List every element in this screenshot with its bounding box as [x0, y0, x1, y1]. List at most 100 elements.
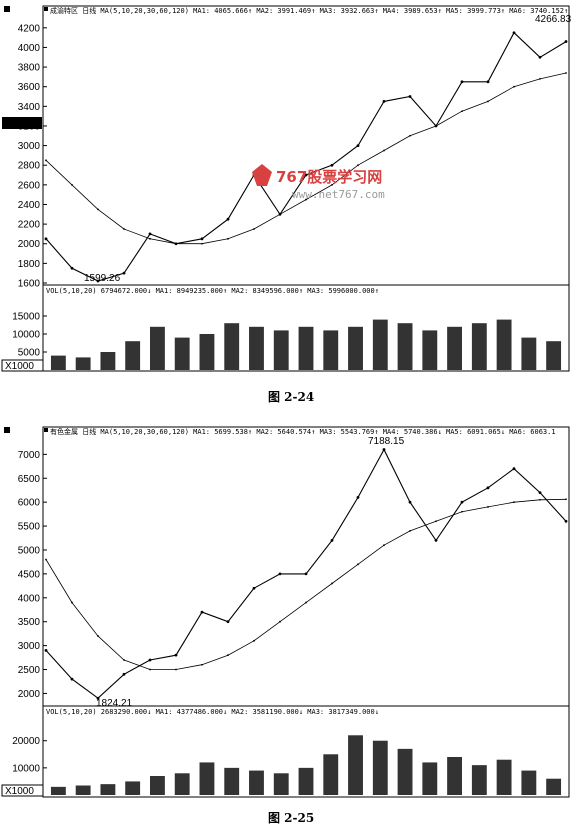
y-tick-label: 2500	[18, 665, 41, 676]
series-point-ma6	[383, 149, 385, 152]
price-gridlines	[43, 453, 47, 694]
volume-bar	[496, 319, 512, 370]
series-point-ma6	[409, 529, 411, 532]
series-point-ma6	[565, 72, 567, 74]
series-point-ma6	[461, 110, 463, 113]
volume-bar	[224, 767, 240, 795]
series-point-ma6	[45, 558, 47, 561]
low-annotation: 1824.21	[96, 698, 133, 709]
price-series	[44, 448, 568, 700]
volume-bar	[348, 735, 363, 795]
volume-bar	[249, 770, 264, 795]
title-marker-icon	[44, 428, 48, 432]
series-point-ma1	[70, 266, 74, 270]
low-annotation: 1599.26	[84, 273, 121, 284]
volume-bar	[372, 740, 388, 795]
series-point-ma6	[253, 639, 255, 642]
y-tick-label: 3400	[18, 102, 41, 113]
volume-bar	[546, 778, 562, 795]
volume-bar	[125, 781, 141, 795]
volume-bar	[125, 341, 141, 370]
series-line-ma6	[45, 498, 567, 670]
volume-bar	[249, 326, 264, 370]
series-point-ma6	[253, 228, 255, 230]
series-point-ma1	[538, 55, 542, 59]
volume-bar	[471, 323, 487, 370]
series-point-ma6	[305, 601, 307, 604]
series-point-ma1	[200, 237, 204, 241]
series-point-ma6	[201, 663, 203, 666]
y-tick-label: 2000	[18, 239, 41, 250]
series-point-ma1	[460, 80, 464, 84]
volume-header-text: VOL(5,10,20) 6794672.000↓ MA1: 8949235.0…	[46, 287, 379, 295]
series-point-ma1	[512, 467, 516, 471]
volume-tick-label: 10000	[12, 763, 40, 774]
y-tick-label: 2600	[18, 180, 41, 191]
volume-bar	[273, 773, 289, 795]
series-point-ma1	[356, 495, 360, 499]
series-point-ma6	[539, 77, 541, 80]
series-point-ma1	[434, 539, 438, 542]
unit-box	[1, 784, 44, 797]
series-point-ma6	[175, 668, 177, 671]
y-tick-label: 5500	[18, 522, 41, 533]
series-point-ma6	[71, 183, 73, 186]
y-tick-label: 2800	[18, 161, 41, 172]
volume-tick-label: 15000	[12, 312, 40, 323]
volume-bar	[298, 767, 314, 795]
series-line-ma1	[45, 31, 567, 282]
y-tick-label: 6500	[18, 474, 41, 485]
volume-bar	[546, 341, 562, 370]
chart-2-24: 成渝特区 日线 MA(5,10,20,30,60,120) MA1: 4065.…	[1, 5, 572, 404]
series-point-ma1	[382, 100, 386, 103]
series-point-ma1	[278, 572, 282, 576]
series-point-ma1	[226, 217, 230, 221]
y-tick-label: 1800	[18, 259, 41, 270]
volume-bar	[323, 754, 339, 795]
series-point-ma1	[460, 500, 464, 504]
watermark: 767股票学习网 www.net767.com	[252, 164, 385, 201]
y-tick-label: 4500	[18, 569, 41, 580]
series-point-ma6	[331, 183, 333, 186]
series-point-ma6	[383, 544, 385, 547]
volume-header-text: VOL(5,10,20) 2683290.000↓ MA1: 4377486.0…	[46, 708, 379, 716]
price-y-tick-labels: 2000 2500 3000 3500 4000 4500 5000 5500 6000 6500…	[18, 450, 41, 700]
menu-icon[interactable]	[4, 6, 10, 12]
menu-icon[interactable]	[4, 427, 10, 433]
series-point-ma6	[227, 237, 229, 240]
series-point-ma6	[45, 159, 47, 162]
y-tick-label: 5000	[18, 545, 41, 556]
series-line-ma6	[45, 72, 567, 245]
volume-bar	[100, 352, 116, 370]
series-point-ma6	[123, 228, 125, 230]
volume-y-tick-labels: 10000 20000	[12, 736, 47, 774]
watermark-title: 767股票学习网	[276, 168, 382, 186]
series-point-ma1	[408, 500, 412, 504]
series-point-ma1	[148, 232, 152, 236]
series-point-ma1	[382, 448, 386, 451]
series-point-ma1	[122, 271, 126, 275]
figure-caption: 图 2-24	[268, 390, 314, 404]
volume-bar	[397, 748, 413, 795]
series-point-ma1	[304, 572, 308, 576]
volume-bars	[50, 735, 562, 795]
volume-bar	[199, 762, 215, 795]
volume-bar	[298, 326, 314, 370]
series-point-ma1	[408, 95, 412, 98]
y-tick-label: 2200	[18, 220, 41, 231]
volume-bar	[75, 785, 91, 795]
y-tick-label: 4000	[18, 43, 41, 54]
volume-bar	[50, 355, 66, 370]
series-point-ma6	[487, 506, 489, 508]
volume-bar	[323, 330, 339, 370]
y-tick-label: 3000	[18, 641, 41, 652]
series-point-ma1	[486, 486, 490, 490]
series-point-ma1	[564, 40, 568, 43]
y-tick-label: 2400	[18, 200, 41, 211]
volume-bar	[422, 330, 438, 370]
series-point-ma6	[487, 100, 489, 103]
chart-frame	[42, 5, 570, 372]
unit-label: X1000	[5, 361, 34, 372]
axis-cursor-bar	[2, 117, 42, 129]
volume-bar	[273, 330, 289, 370]
